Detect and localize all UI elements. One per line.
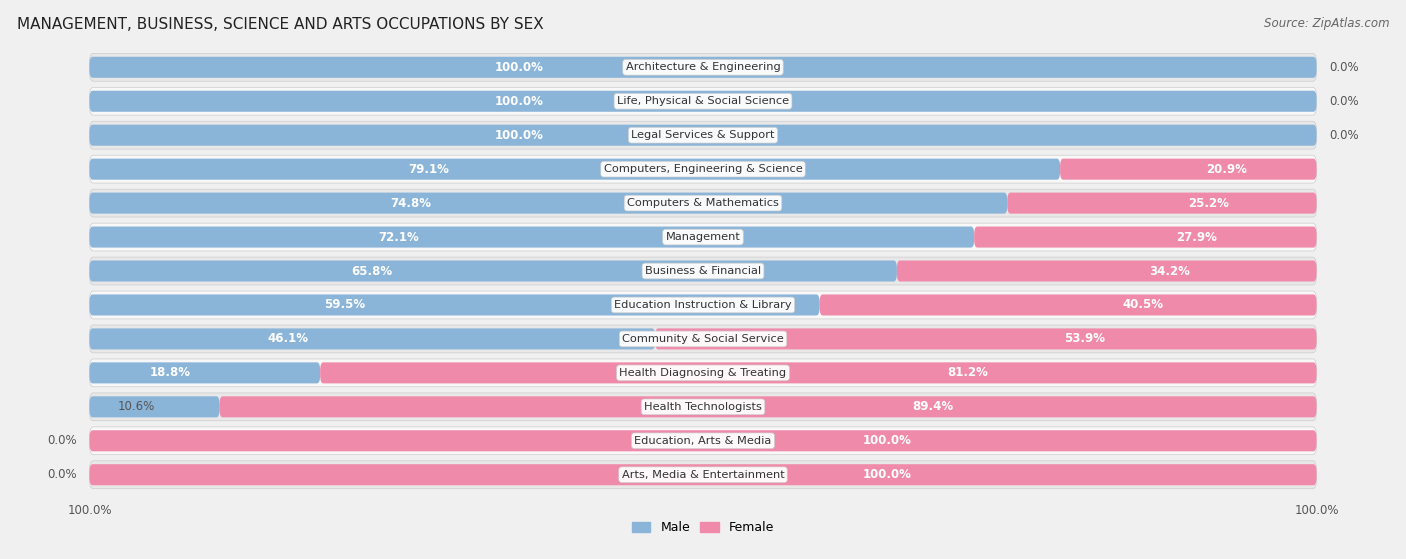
Text: 59.5%: 59.5% <box>325 299 366 311</box>
FancyBboxPatch shape <box>90 159 1060 179</box>
Text: 10.6%: 10.6% <box>117 400 155 413</box>
Text: Education, Arts & Media: Education, Arts & Media <box>634 436 772 446</box>
Text: 27.9%: 27.9% <box>1177 230 1218 244</box>
Text: 100.0%: 100.0% <box>1295 504 1339 517</box>
Text: Management: Management <box>665 232 741 242</box>
Text: 0.0%: 0.0% <box>1329 94 1358 108</box>
Text: Education Instruction & Library: Education Instruction & Library <box>614 300 792 310</box>
FancyBboxPatch shape <box>321 362 1316 383</box>
FancyBboxPatch shape <box>90 223 1316 251</box>
FancyBboxPatch shape <box>90 257 1316 285</box>
Text: 100.0%: 100.0% <box>495 61 543 74</box>
FancyBboxPatch shape <box>90 193 1007 214</box>
FancyBboxPatch shape <box>90 53 1316 81</box>
Legend: Male, Female: Male, Female <box>627 516 779 539</box>
Text: Health Diagnosing & Treating: Health Diagnosing & Treating <box>620 368 786 378</box>
FancyBboxPatch shape <box>90 87 1316 115</box>
Text: Community & Social Service: Community & Social Service <box>621 334 785 344</box>
Text: Health Technologists: Health Technologists <box>644 402 762 412</box>
Text: 100.0%: 100.0% <box>863 434 911 447</box>
FancyBboxPatch shape <box>90 461 1316 489</box>
FancyBboxPatch shape <box>655 328 1316 349</box>
Text: Legal Services & Support: Legal Services & Support <box>631 130 775 140</box>
Text: 65.8%: 65.8% <box>352 264 392 277</box>
FancyBboxPatch shape <box>90 464 1316 485</box>
Text: 18.8%: 18.8% <box>149 366 191 380</box>
Text: 53.9%: 53.9% <box>1064 333 1105 345</box>
Text: 72.1%: 72.1% <box>378 230 419 244</box>
Text: 100.0%: 100.0% <box>495 129 543 141</box>
FancyBboxPatch shape <box>90 260 897 282</box>
Text: 0.0%: 0.0% <box>48 434 77 447</box>
Text: 25.2%: 25.2% <box>1188 197 1229 210</box>
FancyBboxPatch shape <box>90 430 1316 451</box>
FancyBboxPatch shape <box>90 427 1316 454</box>
FancyBboxPatch shape <box>90 121 1316 149</box>
Text: 34.2%: 34.2% <box>1149 264 1189 277</box>
FancyBboxPatch shape <box>90 393 1316 421</box>
Text: 20.9%: 20.9% <box>1206 163 1247 176</box>
FancyBboxPatch shape <box>90 295 820 315</box>
Text: 79.1%: 79.1% <box>409 163 450 176</box>
FancyBboxPatch shape <box>90 226 974 248</box>
Text: Architecture & Engineering: Architecture & Engineering <box>626 62 780 72</box>
Text: Business & Financial: Business & Financial <box>645 266 761 276</box>
Text: 81.2%: 81.2% <box>948 366 988 380</box>
FancyBboxPatch shape <box>974 226 1316 248</box>
FancyBboxPatch shape <box>1060 159 1316 179</box>
Text: 46.1%: 46.1% <box>267 333 308 345</box>
Text: 0.0%: 0.0% <box>1329 129 1358 141</box>
Text: 74.8%: 74.8% <box>391 197 432 210</box>
Text: 0.0%: 0.0% <box>48 468 77 481</box>
FancyBboxPatch shape <box>820 295 1316 315</box>
Text: 0.0%: 0.0% <box>1329 61 1358 74</box>
FancyBboxPatch shape <box>90 125 1316 146</box>
Text: 40.5%: 40.5% <box>1122 299 1163 311</box>
FancyBboxPatch shape <box>90 359 1316 387</box>
Text: 100.0%: 100.0% <box>67 504 111 517</box>
Text: Computers, Engineering & Science: Computers, Engineering & Science <box>603 164 803 174</box>
FancyBboxPatch shape <box>219 396 1316 418</box>
FancyBboxPatch shape <box>90 291 1316 319</box>
Text: Source: ZipAtlas.com: Source: ZipAtlas.com <box>1264 17 1389 30</box>
FancyBboxPatch shape <box>90 325 1316 353</box>
FancyBboxPatch shape <box>90 328 655 349</box>
FancyBboxPatch shape <box>90 396 219 418</box>
FancyBboxPatch shape <box>90 155 1316 183</box>
Text: 89.4%: 89.4% <box>912 400 953 413</box>
FancyBboxPatch shape <box>897 260 1316 282</box>
FancyBboxPatch shape <box>1007 193 1316 214</box>
FancyBboxPatch shape <box>90 362 321 383</box>
Text: Arts, Media & Entertainment: Arts, Media & Entertainment <box>621 470 785 480</box>
Text: 100.0%: 100.0% <box>495 94 543 108</box>
FancyBboxPatch shape <box>90 189 1316 217</box>
Text: MANAGEMENT, BUSINESS, SCIENCE AND ARTS OCCUPATIONS BY SEX: MANAGEMENT, BUSINESS, SCIENCE AND ARTS O… <box>17 17 544 32</box>
Text: Computers & Mathematics: Computers & Mathematics <box>627 198 779 208</box>
FancyBboxPatch shape <box>90 57 1316 78</box>
FancyBboxPatch shape <box>90 91 1316 112</box>
Text: Life, Physical & Social Science: Life, Physical & Social Science <box>617 96 789 106</box>
Text: 100.0%: 100.0% <box>863 468 911 481</box>
